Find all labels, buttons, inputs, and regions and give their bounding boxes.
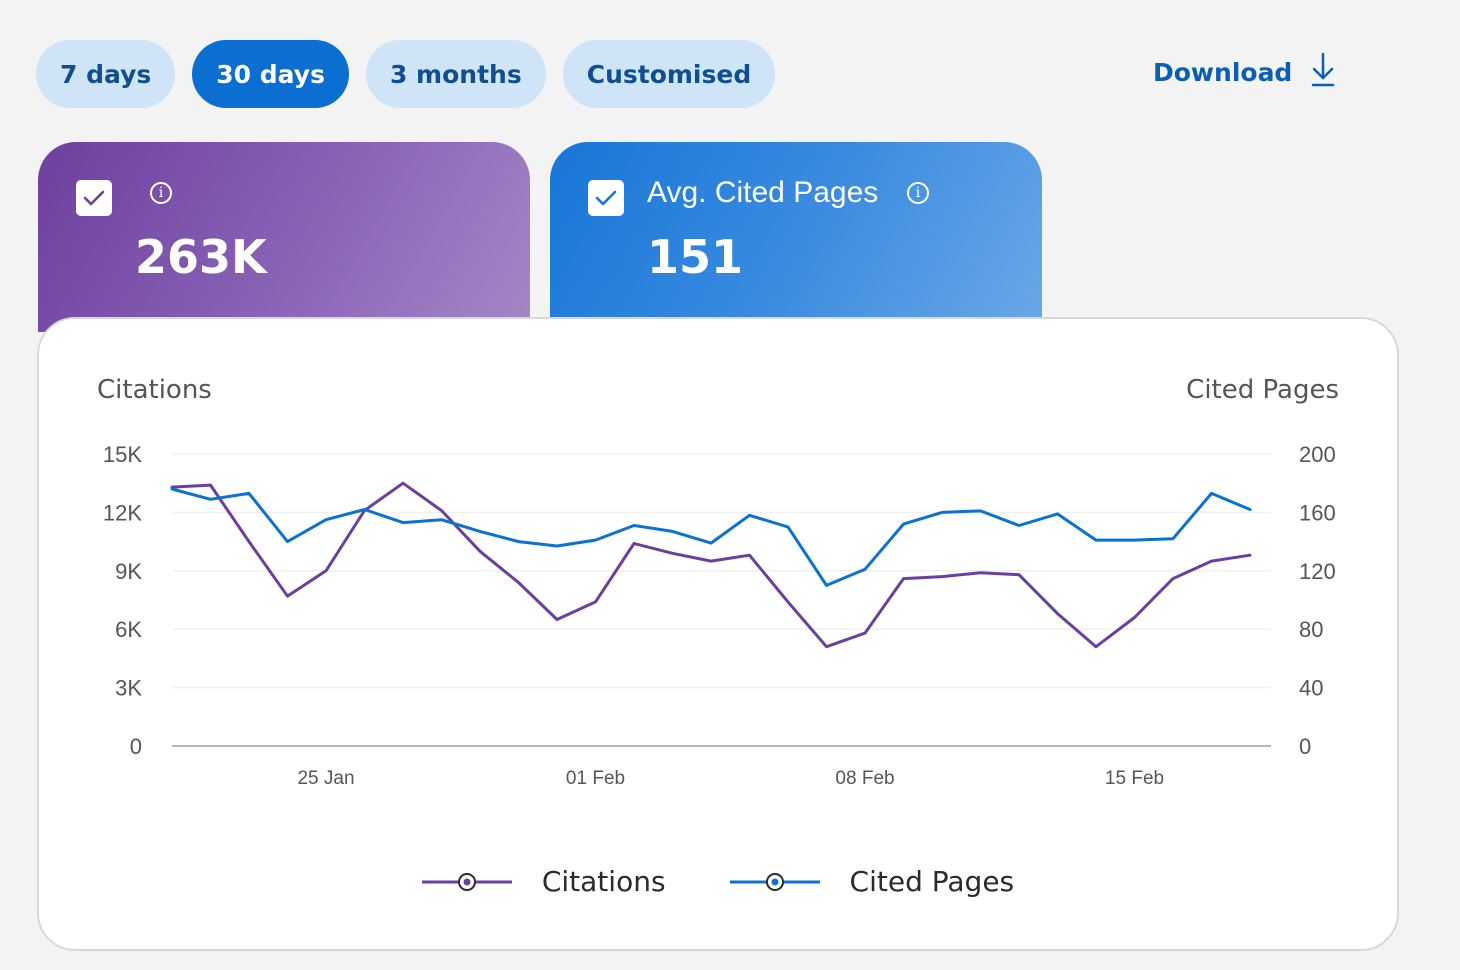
right-axis-title: Cited Pages [1186,375,1339,405]
chart-legend: Citations Cited Pages [39,865,1397,898]
series-line-citations[interactable] [170,481,1252,649]
citations-card[interactable]: i 263K [38,142,530,332]
legend-marker-cited-pages [729,872,820,891]
left-tick-label: 0 [130,734,142,759]
info-icon[interactable]: i [907,182,929,204]
x-tick-label: 08 Feb [835,768,894,789]
right-tick-label: 40 [1299,676,1323,701]
download-button[interactable]: Download [1153,52,1336,92]
range-customised-button[interactable]: Customised [562,40,776,108]
left-tick-label: 12K [103,500,142,525]
cited-pages-card-title: Avg. Cited Pages [647,176,879,209]
left-tick-label: 15K [103,442,142,467]
line-chart: 0 0 3K 40 6K 80 9K 120 12K 160 15K 200 25 Jan 01 Feb 0… [103,442,1336,789]
download-icon [1310,51,1336,93]
range-7-days-button[interactable]: 7 days [36,40,176,108]
check-icon [83,190,105,206]
range-30-days-button[interactable]: 30 days [192,40,349,108]
x-tick-label: 25 Jan [297,768,354,789]
right-tick-label: 160 [1299,500,1336,525]
left-tick-label: 3K [115,676,142,701]
x-tick-label: 01 Feb [566,768,625,789]
series-line-cited-pages[interactable] [170,487,1252,587]
date-range-selector: 7 days 30 days 3 months Customised [36,40,776,108]
legend-item-citations[interactable]: Citations [421,865,666,898]
legend-label-cited-pages: Cited Pages [849,865,1015,898]
range-3-months-button[interactable]: 3 months [365,40,546,108]
x-tick-label: 15 Feb [1105,768,1164,789]
check-icon [595,190,617,206]
download-label: Download [1153,57,1293,87]
right-tick-label: 120 [1299,559,1336,584]
citations-card-value: 263K [135,230,267,284]
cited-pages-checkbox[interactable] [588,180,624,216]
citations-checkbox[interactable] [76,180,112,216]
cited-pages-card-value: 151 [647,230,744,284]
left-axis-title: Citations [97,375,212,405]
left-tick-label: 9K [115,559,142,584]
chart-panel: Citations Cited Pages 0 0 3K 40 6K 80 9K 120 12K… [37,317,1399,951]
legend-label-citations: Citations [541,865,666,898]
right-tick-label: 0 [1299,734,1311,759]
right-tick-label: 200 [1299,442,1336,467]
right-tick-label: 80 [1299,617,1323,642]
cited-pages-card[interactable]: Avg. Cited Pages i 151 [550,142,1042,332]
legend-marker-citations [421,872,512,891]
left-tick-label: 6K [115,617,142,642]
info-icon[interactable]: i [150,182,172,204]
legend-item-cited-pages[interactable]: Cited Pages [729,865,1015,898]
